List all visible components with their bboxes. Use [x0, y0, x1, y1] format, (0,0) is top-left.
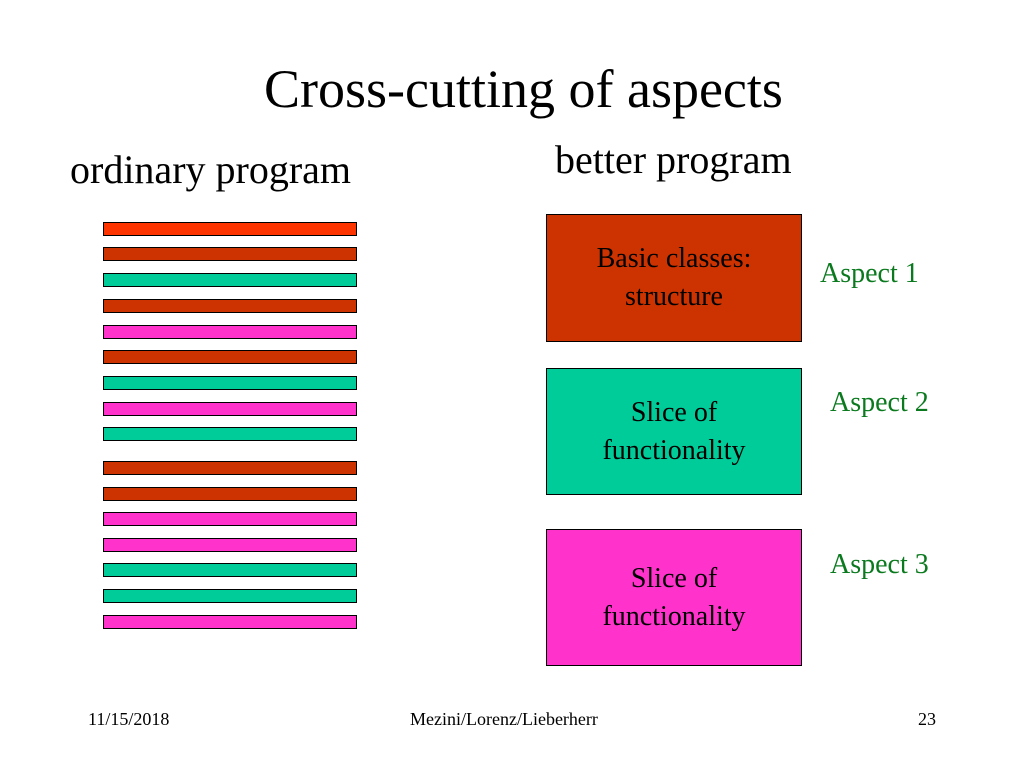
aspect-label: Aspect 3: [830, 549, 929, 580]
basic-classes-box: Basic classes: structure: [546, 214, 802, 342]
code-stripe: [103, 538, 357, 552]
code-stripe: [103, 376, 357, 390]
ordinary-program-heading: ordinary program: [70, 147, 352, 192]
slide-title: Cross-cutting of aspects: [264, 59, 783, 119]
code-stripe: [103, 402, 357, 416]
box-line: functionality: [602, 600, 746, 632]
code-stripe: [103, 273, 357, 287]
code-stripe: [103, 427, 357, 441]
box-line: Basic classes:: [596, 243, 752, 275]
box-line: functionality: [602, 434, 746, 466]
code-stripe: [103, 299, 357, 313]
footer-date: 11/15/2018: [88, 709, 170, 729]
code-stripe: [103, 350, 357, 364]
functionality-slice-box: Slice of functionality: [546, 368, 802, 495]
code-stripe: [103, 461, 357, 475]
better-program-heading: better program: [555, 137, 792, 182]
ordinary-program-stripes: [103, 222, 359, 632]
footer-page-number: 23: [918, 709, 936, 729]
code-stripe: [103, 589, 357, 603]
code-stripe: [103, 563, 357, 577]
box-line: Slice of: [630, 396, 718, 428]
code-stripe: [103, 325, 357, 339]
code-stripe: [103, 487, 357, 501]
code-stripe: [103, 222, 357, 236]
box-line: Slice of: [630, 562, 718, 594]
aspect-label: Aspect 1: [820, 258, 919, 289]
aspect-label: Aspect 2: [830, 387, 929, 418]
code-stripe: [103, 615, 357, 629]
box-line: structure: [625, 281, 723, 312]
functionality-slice-box: Slice of functionality: [546, 529, 802, 666]
footer-authors: Mezini/Lorenz/Lieberherr: [410, 709, 598, 729]
code-stripe: [103, 512, 357, 526]
code-stripe: [103, 247, 357, 261]
